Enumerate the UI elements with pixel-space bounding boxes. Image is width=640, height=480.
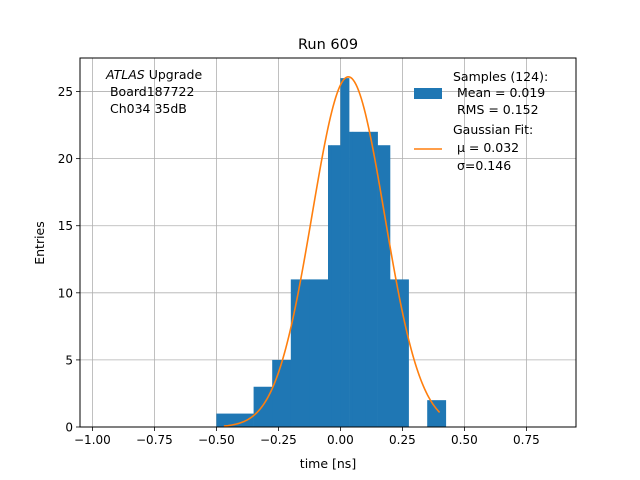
x-tick-label: −0.50 — [198, 433, 235, 447]
y-tick-label: 25 — [58, 85, 73, 99]
annotation-channel: Ch034 35dB — [106, 101, 187, 116]
histogram-bar — [377, 145, 391, 427]
x-tick-label: 0.75 — [513, 433, 540, 447]
legend-fit-mu: μ = 0.032 — [453, 140, 519, 155]
x-tick-label: 0.00 — [327, 433, 354, 447]
x-axis: −1.00 −0.75 −0.50 −0.25 0.00 0.25 0.50 0.75 — [74, 427, 540, 447]
histogram-bar — [216, 413, 254, 427]
histogram-bar — [290, 279, 310, 427]
legend-fit-sigma: σ=0.146 — [453, 158, 511, 173]
histogram-bar — [309, 279, 329, 427]
histogram-bar — [331, 145, 341, 427]
annotation-italic: ATLAS — [105, 67, 145, 82]
legend-samples-title: Samples (124): — [453, 69, 548, 84]
plot-frame — [79, 57, 577, 428]
x-tick-label: −1.00 — [74, 433, 111, 447]
x-tick-label: −0.75 — [136, 433, 173, 447]
legend-samples-rms: RMS = 0.152 — [453, 102, 539, 117]
histogram-bar — [328, 145, 333, 427]
y-tick-label: 15 — [58, 219, 73, 233]
gaussian-fit-curve — [223, 76, 441, 427]
chart-title: Run 609 — [298, 37, 358, 53]
y-tick-label: 5 — [65, 353, 73, 367]
x-tick-label: 0.25 — [389, 433, 416, 447]
x-axis-label: time [ns] — [300, 456, 356, 471]
histogram-bar — [427, 400, 447, 427]
x-tick-label: −0.25 — [260, 433, 297, 447]
legend: Samples (124): Mean = 0.019 RMS = 0.152 … — [414, 69, 548, 173]
histogram-bar — [390, 279, 409, 427]
histogram-bars — [216, 78, 447, 428]
y-tick-label: 0 — [65, 421, 73, 435]
y-tick-label: 10 — [58, 286, 73, 300]
histogram-bar — [272, 359, 292, 427]
atlas-annotation: ATLAS Upgrade Board187722 Ch034 35dB — [105, 67, 202, 116]
svg-text:ATLAS Upgrade: ATLAS Upgrade — [105, 67, 202, 82]
histogram-bar — [349, 131, 354, 428]
gaussian-fit — [223, 76, 441, 427]
x-tick-label: 0.50 — [451, 433, 478, 447]
y-tick-label: 20 — [58, 152, 73, 166]
legend-samples-mean: Mean = 0.019 — [453, 85, 545, 100]
y-axis: 0 5 10 15 20 25 — [58, 85, 80, 435]
annotation-rest: Upgrade — [145, 67, 203, 82]
histogram-bar — [352, 131, 366, 428]
legend-fit-title: Gaussian Fit: — [453, 122, 533, 137]
annotation-board: Board187722 — [106, 84, 194, 99]
histogram-bar — [365, 131, 378, 428]
y-axis-label: Entries — [32, 221, 47, 265]
legend-samples-swatch — [414, 88, 442, 99]
histogram-bar — [340, 78, 350, 428]
